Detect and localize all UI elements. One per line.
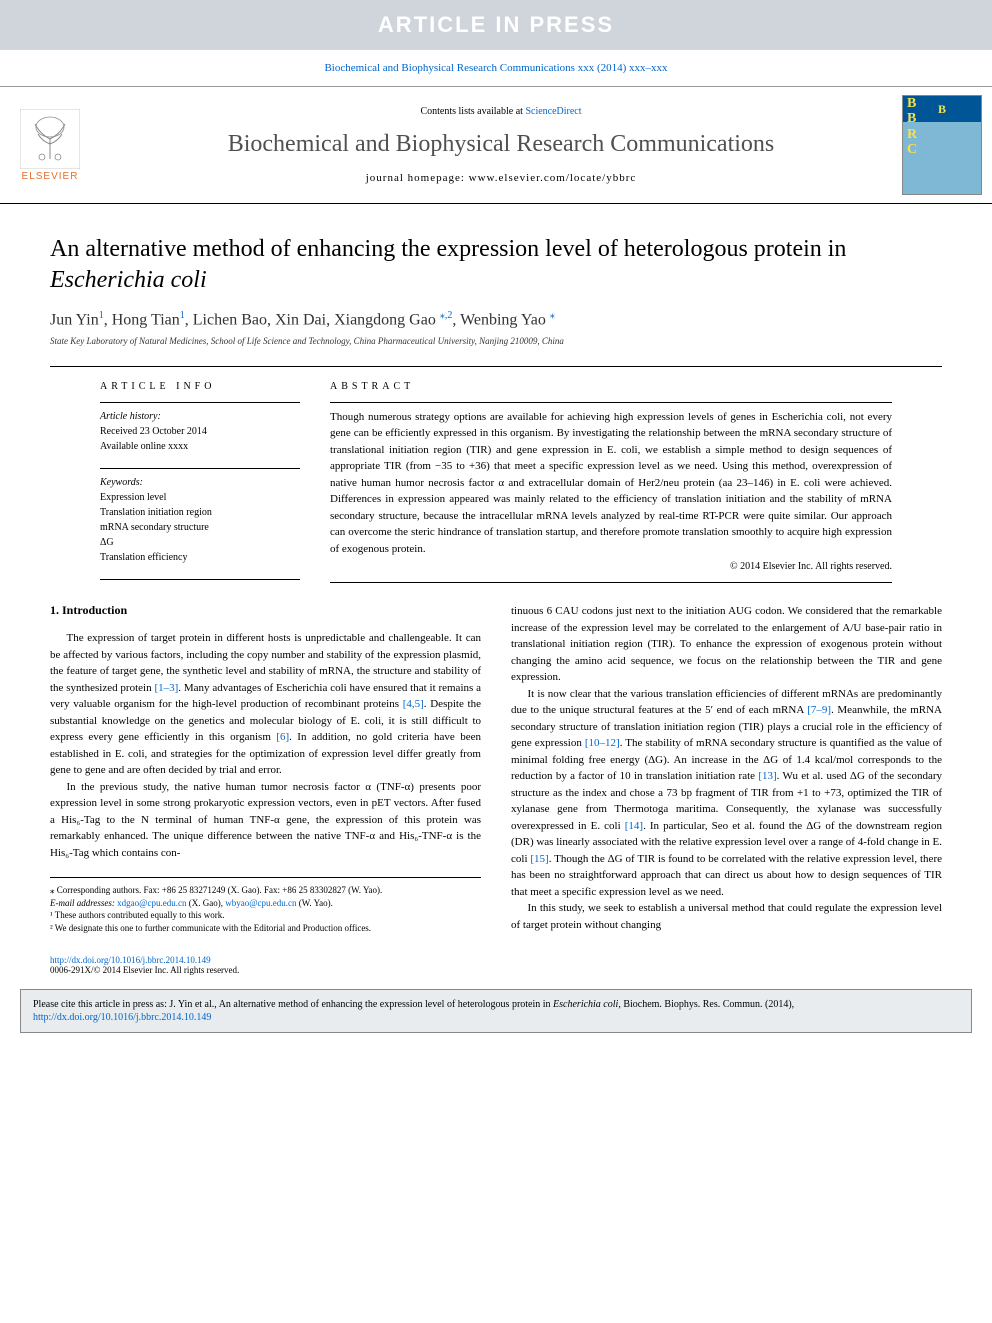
sciencedirect-link[interactable]: ScienceDirect	[525, 106, 581, 117]
author-6-sup[interactable]: ⁎	[550, 310, 555, 321]
affiliation: State Key Laboratory of Natural Medicine…	[50, 336, 942, 356]
info-abstract-row: article info Article history: Received 2…	[50, 366, 942, 584]
email-2-who: (W. Yao).	[296, 898, 332, 908]
keyword-5: Translation efficiency	[100, 550, 300, 565]
elsevier-tree-icon	[20, 109, 80, 169]
abstract-copyright: © 2014 Elsevier Inc. All rights reserved…	[330, 557, 892, 583]
footnotes-block: ⁎ Corresponding authors. Fax: +86 25 832…	[50, 877, 481, 934]
cite-doi-link[interactable]: http://dx.doi.org/10.1016/j.bbrc.2014.10…	[33, 1012, 211, 1023]
author-1-sup[interactable]: 1	[99, 310, 104, 321]
article-in-press-banner: ARTICLE IN PRESS	[0, 0, 992, 50]
intro-heading: 1. Introduction	[50, 603, 481, 630]
ref-13[interactable]: [13]	[758, 770, 776, 782]
keyword-1: Expression level	[100, 490, 300, 505]
elsevier-logo[interactable]: ELSEVIER	[0, 109, 100, 182]
authors-line: Jun Yin1, Hong Tian1, Lichen Bao, Xin Da…	[50, 296, 942, 335]
body-columns: 1. Introduction The expression of target…	[0, 583, 992, 944]
cite-box: Please cite this article in press as: J.…	[20, 989, 972, 1033]
keyword-3: mRNA secondary structure	[100, 520, 300, 535]
cite-prefix: Please cite this article in press as: J.…	[33, 999, 553, 1010]
journal-header: ELSEVIER Contents lists available at Sci…	[0, 87, 992, 204]
author-5-sup[interactable]: ⁎,2	[440, 310, 453, 321]
body-column-right: tinuous 6 CAU codons just next to the in…	[511, 603, 942, 934]
article-history-block: Article history: Received 23 October 201…	[100, 402, 300, 468]
doi-link[interactable]: http://dx.doi.org/10.1016/j.bbrc.2014.10…	[50, 955, 211, 965]
article-info-label: article info	[100, 381, 300, 402]
ref-4-5[interactable]: [4,5]	[403, 698, 424, 710]
email-1[interactable]: xdgao@cpu.edu.cn	[117, 898, 186, 908]
keywords-block: Keywords: Expression level Translation i…	[100, 468, 300, 580]
online-date: Available online xxxx	[100, 439, 300, 454]
col2-para-1: tinuous 6 CAU codons just next to the in…	[511, 603, 942, 686]
corresponding-authors: ⁎ Corresponding authors. Fax: +86 25 832…	[50, 884, 481, 897]
journal-ref-link[interactable]: Biochemical and Biophysical Research Com…	[324, 62, 667, 74]
intro-para-1: The expression of target protein in diff…	[50, 630, 481, 779]
contents-prefix: Contents lists available at	[420, 106, 525, 117]
email-2[interactable]: wbyao@cpu.edu.cn	[225, 898, 296, 908]
author-2-sup[interactable]: 1	[180, 310, 185, 321]
history-header: Article history:	[100, 409, 300, 424]
ref-1-3[interactable]: [1–3]	[154, 682, 178, 694]
email-line: E-mail addresses: xdgao@cpu.edu.cn (X. G…	[50, 897, 481, 910]
authors-3-5: Lichen Bao, Xin Dai, Xiangdong Gao	[193, 312, 436, 329]
abstract-column: abstract Though numerous strategy option…	[330, 381, 892, 584]
author-6: Wenbing Yao	[460, 312, 546, 329]
article-title: An alternative method of enhancing the e…	[50, 234, 942, 296]
email-1-who: (X. Gao),	[186, 898, 225, 908]
contents-line: Contents lists available at ScienceDirec…	[100, 106, 902, 125]
ref-6[interactable]: [6]	[276, 731, 289, 743]
cite-mid: , Biochem. Biophys. Res. Commun. (2014),	[618, 999, 794, 1010]
issn-line: 0006-291X/© 2014 Elsevier Inc. All right…	[50, 965, 942, 975]
ref-15[interactable]: [15]	[530, 853, 548, 865]
keyword-4: ΔG	[100, 535, 300, 550]
p2f: . Though the ΔG of TIR is found to be co…	[511, 853, 942, 898]
journal-name: Biochemical and Biophysical Research Com…	[100, 125, 902, 164]
abstract-label: abstract	[330, 381, 892, 402]
abstract-text: Though numerous strategy options are ava…	[330, 402, 892, 558]
body-column-left: 1. Introduction The expression of target…	[50, 603, 481, 934]
keyword-2: Translation initiation region	[100, 505, 300, 520]
cover-letters: B	[938, 103, 946, 115]
author-1: Jun Yin	[50, 312, 99, 329]
title-italic-species: Escherichia coli	[50, 267, 207, 293]
footnote-2: ² We designate this one to further commu…	[50, 922, 481, 935]
ref-10-12[interactable]: [10–12]	[585, 737, 620, 749]
received-date: Received 23 October 2014	[100, 424, 300, 439]
title-text: An alternative method of enhancing the e…	[50, 236, 846, 262]
article-info-column: article info Article history: Received 2…	[100, 381, 300, 584]
journal-cover-thumb[interactable]: B BBRC	[902, 95, 982, 195]
email-label: E-mail addresses:	[50, 898, 117, 908]
col2-para-2: It is now clear that the various transla…	[511, 686, 942, 901]
ref-14[interactable]: [14]	[625, 820, 643, 832]
author-2: Hong Tian	[112, 312, 180, 329]
elsevier-label: ELSEVIER	[10, 171, 90, 182]
homepage-line: journal homepage: www.elsevier.com/locat…	[100, 164, 902, 184]
keywords-header: Keywords:	[100, 475, 300, 490]
doi-block: http://dx.doi.org/10.1016/j.bbrc.2014.10…	[0, 945, 992, 981]
homepage-url[interactable]: www.elsevier.com/locate/ybbrc	[469, 172, 637, 184]
footnote-1: ¹ These authors contributed equally to t…	[50, 909, 481, 922]
homepage-label: journal homepage:	[366, 172, 469, 184]
intro-para-2: In the previous study, the native human …	[50, 779, 481, 862]
col2-para-3: In this study, we seek to establish a un…	[511, 900, 942, 933]
title-block: An alternative method of enhancing the e…	[0, 204, 992, 366]
cite-species: Escherichia coli	[553, 999, 618, 1010]
ref-7-9[interactable]: [7–9]	[807, 704, 831, 716]
journal-reference-line: Biochemical and Biophysical Research Com…	[0, 50, 992, 87]
